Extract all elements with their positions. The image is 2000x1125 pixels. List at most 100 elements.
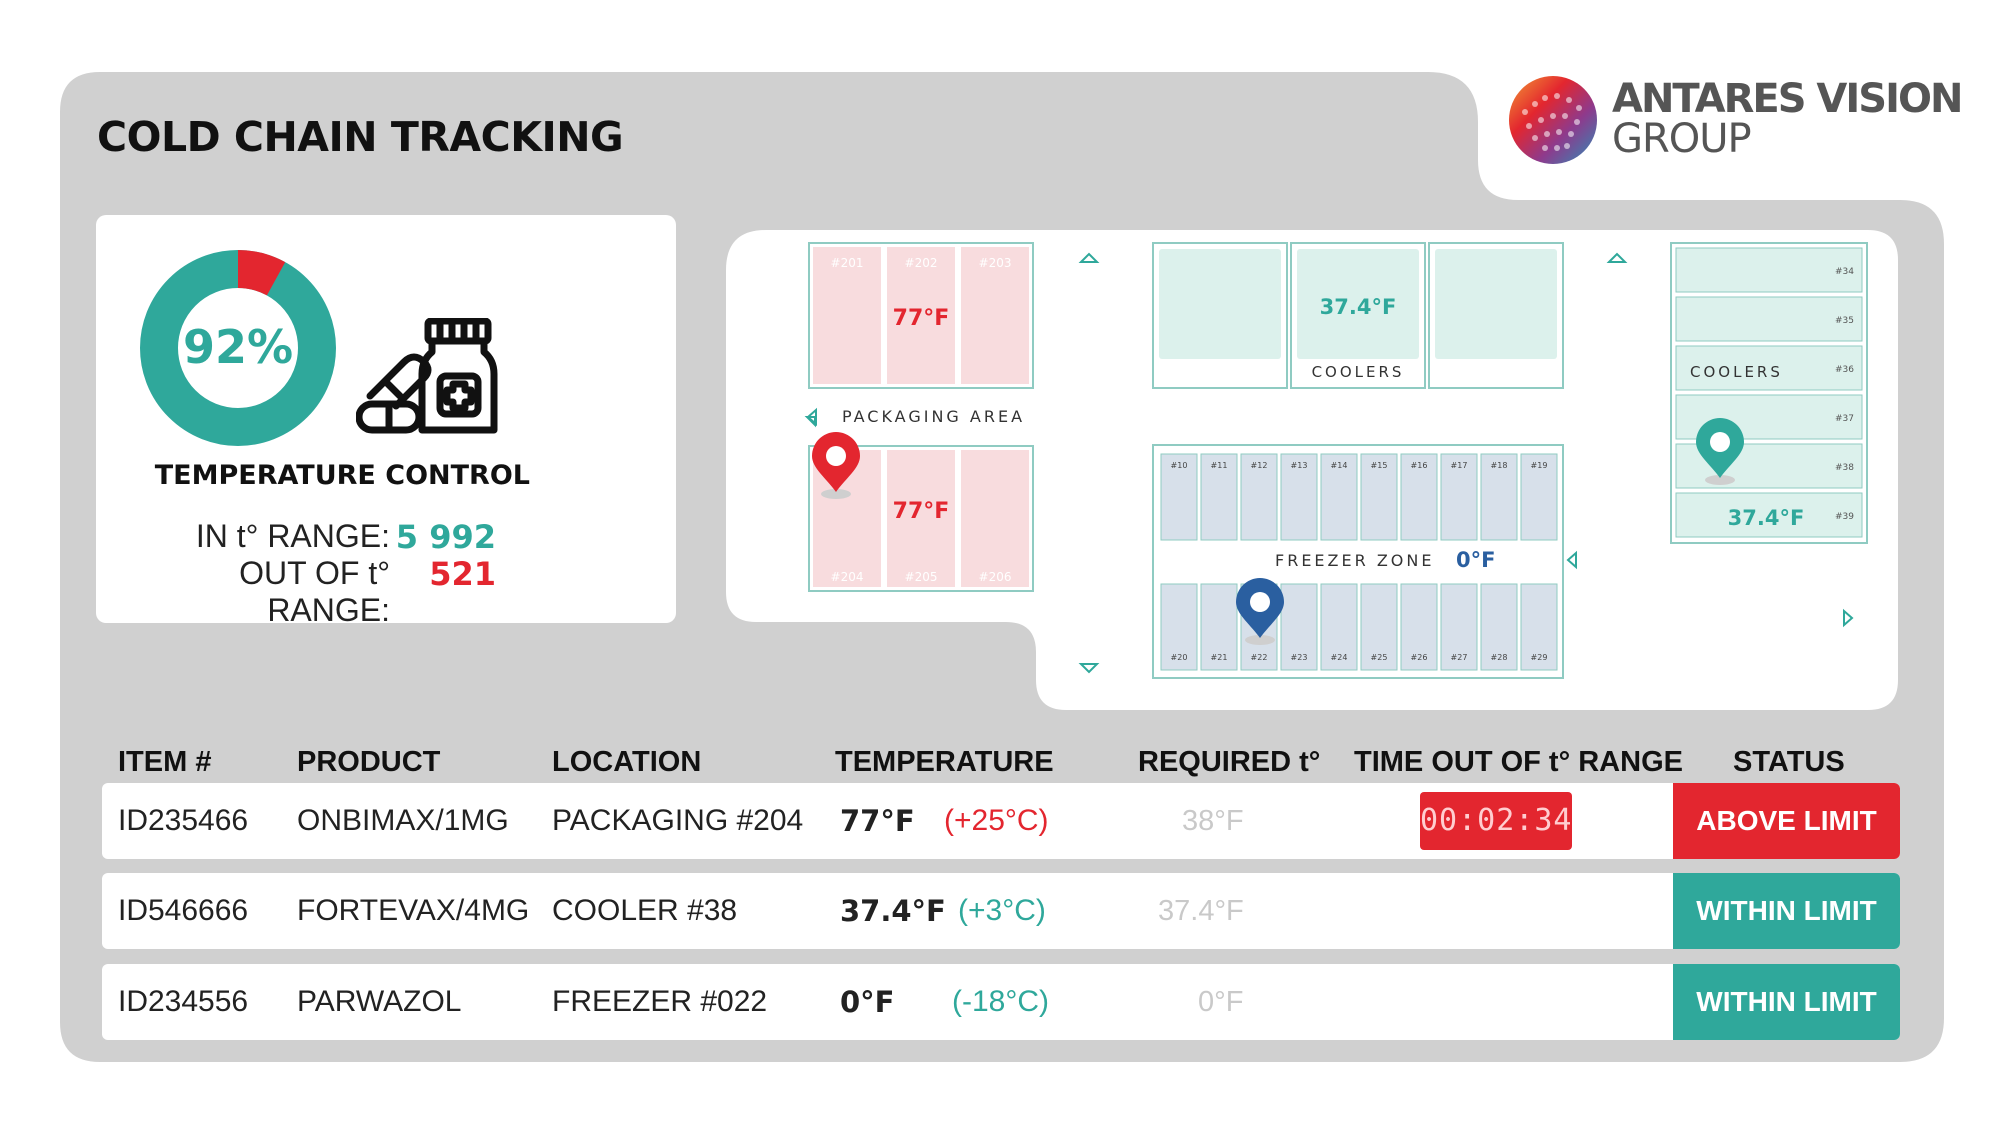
bay-label: #203 <box>979 256 1012 270</box>
header-temperature[interactable]: TEMPERATURE <box>835 746 1054 778</box>
bay-label: #18 <box>1491 461 1508 470</box>
in-range-label: IN t° RANGE: <box>195 518 390 554</box>
cooler-right-frame <box>1670 242 1868 544</box>
location-pin-blue-icon <box>1236 578 1284 645</box>
header-time-out[interactable]: TIME OUT OF t° RANGE <box>1354 746 1683 778</box>
freezer-zone-label: FREEZER ZONE <box>1275 551 1434 570</box>
bay-label: #34 <box>1835 267 1854 277</box>
freezer-bay <box>1360 583 1398 671</box>
packaging-top-frame <box>808 242 1034 389</box>
status-badge[interactable]: ABOVE LIMIT <box>1673 783 1900 859</box>
bay-label: #35 <box>1835 316 1854 326</box>
cooler-bay <box>1675 345 1863 391</box>
freezer-bay <box>1280 453 1318 541</box>
cooler-mid-frame-2 <box>1290 242 1426 389</box>
freezer-bay <box>1480 453 1518 541</box>
table-row[interactable]: ID235466 ONBIMAX/1MG PACKAGING #204 77°F… <box>102 783 1900 859</box>
arrow-left-icon <box>1566 550 1577 570</box>
bay-label: #26 <box>1411 653 1428 662</box>
packaging-top-temp: 77°F <box>893 306 950 331</box>
bay-label: #12 <box>1251 461 1268 470</box>
header-item[interactable]: ITEM # <box>118 746 212 778</box>
freezer-bay <box>1320 583 1358 671</box>
cell-temp-f: 37.4°F <box>840 894 946 928</box>
packaging-bottom-temp: 77°F <box>893 499 950 524</box>
bay-label: #36 <box>1835 365 1854 375</box>
freezer-bay <box>1200 583 1238 671</box>
coolers-right-label: COOLERS <box>1690 363 1783 381</box>
arrow-up-icon <box>1078 252 1100 263</box>
cell-product: PARWAZOL <box>297 985 462 1018</box>
percent-donut-chart <box>140 250 336 446</box>
header-status[interactable]: STATUS <box>1733 746 1845 778</box>
bay-label: #29 <box>1531 653 1548 662</box>
cell-temp-f: 77°F <box>840 804 915 838</box>
logo-name: ANTARES VISION <box>1612 76 1963 122</box>
freezer-bay <box>1400 583 1438 671</box>
coolers-right-temp: 37.4°F <box>1728 506 1805 530</box>
freezer-bay <box>1240 453 1278 541</box>
cell-item: ID235466 <box>118 804 249 837</box>
cell-temp-f: 0°F <box>840 985 895 1019</box>
cooler-mid-frame-3 <box>1428 242 1564 389</box>
coolers-mid-temp: 37.4°F <box>1320 295 1397 319</box>
cell-location: PACKAGING #204 <box>552 804 804 837</box>
cooler-bay <box>1675 492 1863 538</box>
bay-label: #16 <box>1411 461 1428 470</box>
bay-label: #201 <box>831 256 864 270</box>
bay-label: #23 <box>1291 653 1308 662</box>
bay-label: #19 <box>1531 461 1548 470</box>
table-row[interactable]: ID546666 FORTEVAX/4MG COOLER #38 37.4°F … <box>102 873 1900 949</box>
cell-product: FORTEVAX/4MG <box>297 894 530 927</box>
coolers-mid-label: COOLERS <box>1312 363 1405 381</box>
bay-label: #21 <box>1211 653 1228 662</box>
packaging-area-label: PACKAGING AREA <box>842 407 1025 426</box>
kpi-caption: TEMPERATURE CONTROL <box>154 460 530 491</box>
packaging-bay <box>961 450 1029 587</box>
freezer-bay <box>1520 583 1558 671</box>
freezer-bay <box>1480 583 1518 671</box>
bay-label: #37 <box>1835 414 1854 424</box>
bay-label: #206 <box>979 570 1012 584</box>
cell-temp-c: (+25°C) <box>944 804 1049 837</box>
bay-label: #27 <box>1451 653 1468 662</box>
freezer-bay <box>1160 453 1198 541</box>
packaging-bay <box>887 247 955 384</box>
bay-label: #24 <box>1331 653 1348 662</box>
cell-location: COOLER #38 <box>552 894 738 927</box>
cell-item: ID546666 <box>118 894 249 927</box>
status-badge[interactable]: WITHIN LIMIT <box>1673 964 1900 1040</box>
status-badge[interactable]: WITHIN LIMIT <box>1673 873 1900 949</box>
cooler-bay <box>1675 296 1863 342</box>
header-required[interactable]: REQUIRED t° <box>1138 746 1321 778</box>
freezer-bay <box>1280 583 1318 671</box>
antares-logo-icon <box>1509 76 1597 164</box>
cooler-bay <box>1675 247 1863 293</box>
packaging-bay <box>813 247 881 384</box>
bay-label: #13 <box>1291 461 1308 470</box>
packaging-bay <box>961 247 1029 384</box>
time-out-timer: 00:02:34 <box>1420 792 1572 850</box>
header-product[interactable]: PRODUCT <box>297 746 441 778</box>
freezer-bay <box>1320 453 1358 541</box>
cell-item: ID234556 <box>118 985 249 1018</box>
bay-label: #205 <box>905 570 938 584</box>
out-of-range-arc <box>237 250 286 296</box>
cell-location: FREEZER #022 <box>552 985 768 1018</box>
arrow-up-icon <box>1606 252 1628 263</box>
freezer-bay <box>1200 453 1238 541</box>
out-range-value: 521 <box>429 555 496 593</box>
table-row[interactable]: ID234556 PARWAZOL FREEZER #022 0°F (-18°… <box>102 964 1900 1040</box>
bay-label: #17 <box>1451 461 1468 470</box>
cell-temp-c: (+3°C) <box>958 894 1046 927</box>
arrow-down-icon <box>1078 663 1100 674</box>
cell-required: 0°F <box>1198 986 1244 1018</box>
page-title: COLD CHAIN TRACKING <box>97 113 624 161</box>
location-pin-teal-icon <box>1696 418 1744 485</box>
bay-label: #38 <box>1835 463 1854 473</box>
freezer-zone-temp: 0°F <box>1456 548 1495 572</box>
header-location[interactable]: LOCATION <box>552 746 702 778</box>
freezer-bay <box>1360 453 1398 541</box>
bay-label: #39 <box>1835 512 1854 522</box>
bay-label: #22 <box>1251 653 1268 662</box>
